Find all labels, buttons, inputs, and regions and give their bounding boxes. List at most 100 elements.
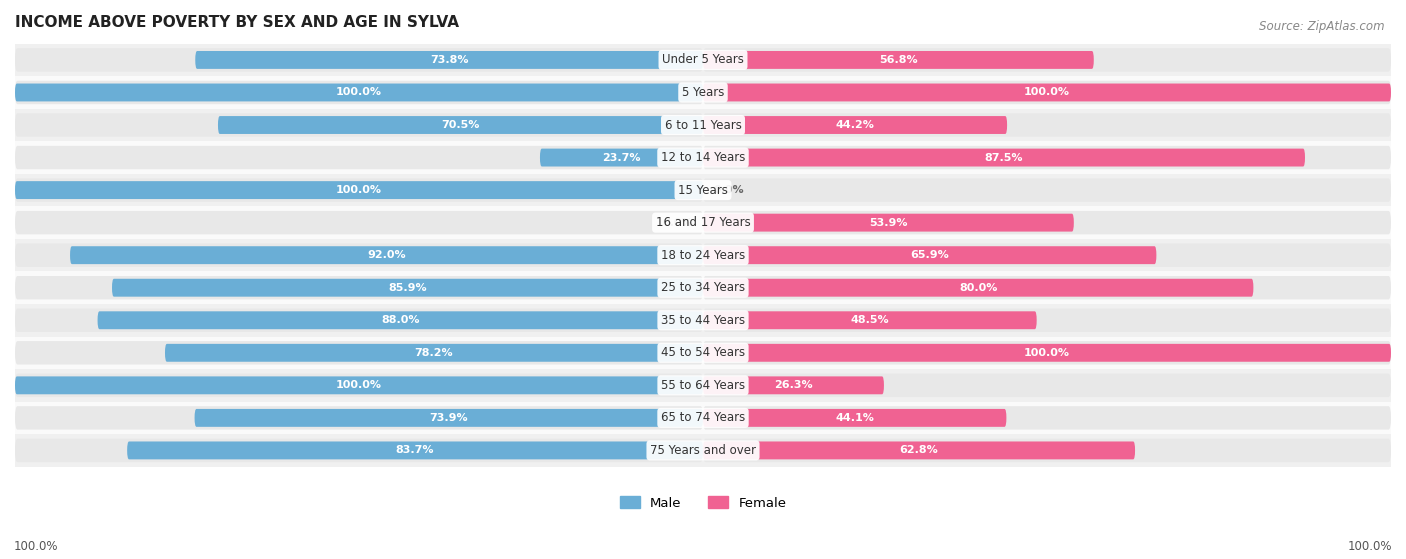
Text: 75 Years and over: 75 Years and over xyxy=(650,444,756,457)
FancyBboxPatch shape xyxy=(112,279,703,297)
FancyBboxPatch shape xyxy=(540,149,703,167)
Text: 0.0%: 0.0% xyxy=(662,217,693,228)
Text: 56.8%: 56.8% xyxy=(879,55,918,65)
Bar xyxy=(15,76,1391,109)
FancyBboxPatch shape xyxy=(127,442,703,459)
FancyBboxPatch shape xyxy=(15,80,703,104)
Text: 0.0%: 0.0% xyxy=(713,185,744,195)
Text: 44.1%: 44.1% xyxy=(835,413,875,423)
Text: 100.0%: 100.0% xyxy=(1024,87,1070,97)
FancyBboxPatch shape xyxy=(165,344,703,362)
Text: 48.5%: 48.5% xyxy=(851,315,889,325)
FancyBboxPatch shape xyxy=(703,116,1007,134)
FancyBboxPatch shape xyxy=(15,309,703,332)
FancyBboxPatch shape xyxy=(703,146,1391,169)
FancyBboxPatch shape xyxy=(15,113,703,137)
FancyBboxPatch shape xyxy=(703,178,1391,202)
Text: 44.2%: 44.2% xyxy=(835,120,875,130)
FancyBboxPatch shape xyxy=(703,341,1391,364)
Bar xyxy=(15,206,1391,239)
Text: 23.7%: 23.7% xyxy=(602,153,641,163)
Bar xyxy=(15,239,1391,272)
FancyBboxPatch shape xyxy=(703,439,1391,462)
Text: 35 to 44 Years: 35 to 44 Years xyxy=(661,314,745,327)
FancyBboxPatch shape xyxy=(15,276,703,300)
FancyBboxPatch shape xyxy=(15,406,703,430)
Text: 100.0%: 100.0% xyxy=(336,380,382,390)
Text: 83.7%: 83.7% xyxy=(396,446,434,456)
FancyBboxPatch shape xyxy=(703,246,1156,264)
FancyBboxPatch shape xyxy=(15,146,703,169)
FancyBboxPatch shape xyxy=(15,211,703,234)
Text: 70.5%: 70.5% xyxy=(441,120,479,130)
FancyBboxPatch shape xyxy=(703,442,1135,459)
Text: 5 Years: 5 Years xyxy=(682,86,724,99)
Bar xyxy=(15,141,1391,174)
FancyBboxPatch shape xyxy=(218,116,703,134)
FancyBboxPatch shape xyxy=(703,311,1036,329)
Bar xyxy=(15,337,1391,369)
Text: 100.0%: 100.0% xyxy=(14,541,59,553)
Text: 16 and 17 Years: 16 and 17 Years xyxy=(655,216,751,229)
FancyBboxPatch shape xyxy=(703,276,1391,300)
Text: 73.9%: 73.9% xyxy=(429,413,468,423)
FancyBboxPatch shape xyxy=(703,149,1305,167)
Text: 78.2%: 78.2% xyxy=(415,348,453,358)
Text: 80.0%: 80.0% xyxy=(959,283,997,293)
FancyBboxPatch shape xyxy=(703,376,884,394)
FancyBboxPatch shape xyxy=(15,439,703,462)
Text: 65.9%: 65.9% xyxy=(910,250,949,260)
Text: 92.0%: 92.0% xyxy=(367,250,406,260)
Text: Source: ZipAtlas.com: Source: ZipAtlas.com xyxy=(1260,20,1385,32)
FancyBboxPatch shape xyxy=(703,344,1391,362)
FancyBboxPatch shape xyxy=(97,311,703,329)
Text: 100.0%: 100.0% xyxy=(1024,348,1070,358)
Text: 88.0%: 88.0% xyxy=(381,315,419,325)
FancyBboxPatch shape xyxy=(15,178,703,202)
Text: 12 to 14 Years: 12 to 14 Years xyxy=(661,151,745,164)
Text: 26.3%: 26.3% xyxy=(775,380,813,390)
FancyBboxPatch shape xyxy=(195,51,703,69)
Text: 100.0%: 100.0% xyxy=(1347,541,1392,553)
Bar xyxy=(15,272,1391,304)
Text: 65 to 74 Years: 65 to 74 Years xyxy=(661,411,745,424)
FancyBboxPatch shape xyxy=(703,51,1094,69)
FancyBboxPatch shape xyxy=(70,246,703,264)
FancyBboxPatch shape xyxy=(703,113,1391,137)
FancyBboxPatch shape xyxy=(703,80,1391,104)
Text: 87.5%: 87.5% xyxy=(984,153,1024,163)
Text: INCOME ABOVE POVERTY BY SEX AND AGE IN SYLVA: INCOME ABOVE POVERTY BY SEX AND AGE IN S… xyxy=(15,15,458,30)
FancyBboxPatch shape xyxy=(703,244,1391,267)
FancyBboxPatch shape xyxy=(15,83,703,101)
FancyBboxPatch shape xyxy=(15,181,703,199)
Bar xyxy=(15,401,1391,434)
Text: 62.8%: 62.8% xyxy=(900,446,938,456)
Text: 18 to 24 Years: 18 to 24 Years xyxy=(661,249,745,262)
Text: 25 to 34 Years: 25 to 34 Years xyxy=(661,281,745,294)
Text: Under 5 Years: Under 5 Years xyxy=(662,54,744,67)
Bar xyxy=(15,369,1391,401)
Bar xyxy=(15,109,1391,141)
FancyBboxPatch shape xyxy=(703,211,1391,234)
Text: 73.8%: 73.8% xyxy=(430,55,468,65)
FancyBboxPatch shape xyxy=(15,373,703,397)
Bar xyxy=(15,174,1391,206)
FancyBboxPatch shape xyxy=(703,373,1391,397)
Bar xyxy=(15,434,1391,467)
Bar xyxy=(15,44,1391,76)
Text: 45 to 54 Years: 45 to 54 Years xyxy=(661,346,745,359)
Text: 53.9%: 53.9% xyxy=(869,217,908,228)
Legend: Male, Female: Male, Female xyxy=(614,491,792,515)
FancyBboxPatch shape xyxy=(703,48,1391,72)
FancyBboxPatch shape xyxy=(15,244,703,267)
FancyBboxPatch shape xyxy=(15,376,703,394)
Text: 100.0%: 100.0% xyxy=(336,87,382,97)
Text: 100.0%: 100.0% xyxy=(336,185,382,195)
FancyBboxPatch shape xyxy=(703,309,1391,332)
FancyBboxPatch shape xyxy=(703,409,1007,427)
FancyBboxPatch shape xyxy=(703,214,1074,231)
FancyBboxPatch shape xyxy=(15,341,703,364)
FancyBboxPatch shape xyxy=(703,83,1391,101)
FancyBboxPatch shape xyxy=(703,406,1391,430)
FancyBboxPatch shape xyxy=(15,48,703,72)
